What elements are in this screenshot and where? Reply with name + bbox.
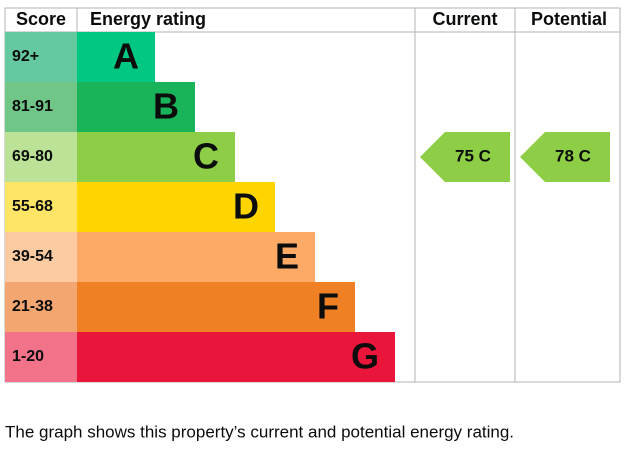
score-cell: [5, 132, 77, 182]
rating-bar: [77, 32, 155, 82]
header-current: Current: [432, 9, 497, 29]
score-label: 92+: [12, 48, 39, 65]
current-label: 75 C: [455, 146, 491, 165]
header-potential: Potential: [531, 9, 607, 29]
score-cell: [5, 332, 77, 382]
rating-letter: E: [275, 236, 299, 277]
score-cell: [5, 32, 77, 82]
rating-bar: [77, 82, 195, 132]
header-rating: Energy rating: [90, 9, 206, 29]
rating-bar: [77, 132, 235, 182]
bands: 92+ A 81-91 B 69-80 C 55-68 D 39-54 E 21-38 F 1-20 G: [5, 32, 395, 382]
rating-letter: A: [113, 36, 139, 77]
current-arrow: [420, 132, 510, 182]
rating-bar: [77, 182, 275, 232]
score-label: 81-91: [12, 98, 53, 115]
footer-text: The graph shows this property’s current …: [5, 422, 514, 441]
rating-letter: B: [153, 86, 179, 127]
score-label: 21-38: [12, 298, 53, 315]
score-cell: [5, 182, 77, 232]
rating-letter: C: [193, 136, 219, 177]
score-label: 55-68: [12, 198, 53, 215]
rating-letter: G: [351, 336, 379, 377]
score-cell: [5, 82, 77, 132]
header-score: Score: [16, 9, 66, 29]
rating-letter: D: [233, 186, 259, 227]
rating-bar: [77, 332, 395, 382]
rating-bar: [77, 282, 355, 332]
score-label: 1-20: [12, 348, 44, 365]
rating-letter: F: [317, 286, 339, 327]
score-label: 69-80: [12, 148, 53, 165]
rating-bar: [77, 232, 315, 282]
potential-arrow: [520, 132, 610, 182]
score-label: 39-54: [12, 248, 53, 265]
score-cell: [5, 282, 77, 332]
score-cell: [5, 232, 77, 282]
potential-label: 78 C: [555, 146, 591, 165]
